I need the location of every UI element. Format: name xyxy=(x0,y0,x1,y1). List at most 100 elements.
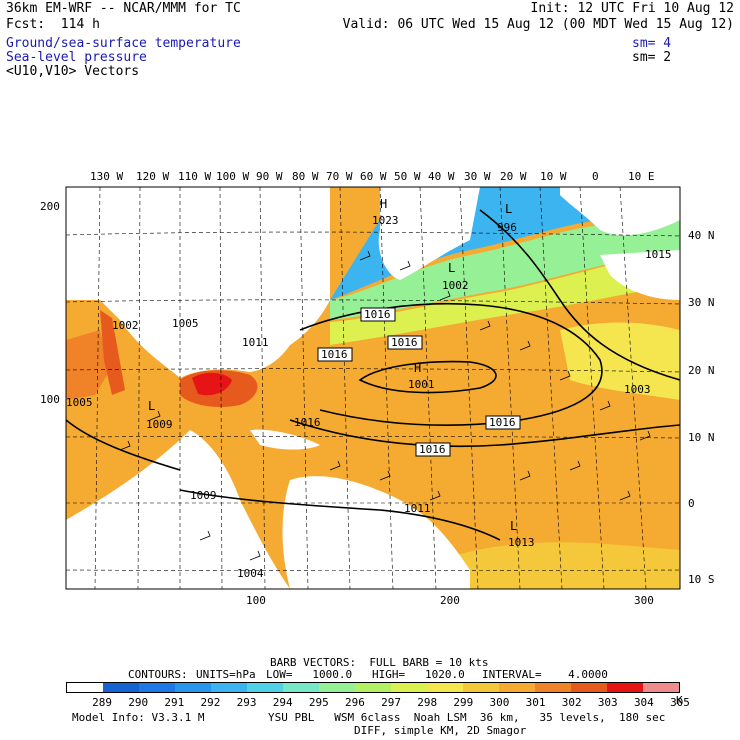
lon-label: 50 W xyxy=(394,170,421,183)
grid-label-bottom: 300 xyxy=(634,594,654,607)
field-label-slp: Sea-level pressure xyxy=(6,50,147,65)
colorbar-tick-label: 301 xyxy=(525,696,546,709)
lat-label: 10 N xyxy=(688,431,715,444)
colorbar-tick-label: 299 xyxy=(453,696,474,709)
colorbar-tick-label: 298 xyxy=(417,696,438,709)
pressure-label: 1002 xyxy=(112,319,139,332)
contours-units: UNITS=hPa xyxy=(196,668,256,681)
sst-gulf-of-california xyxy=(100,310,125,395)
lon-label: 10 W xyxy=(540,170,567,183)
pressure-label: 1009 xyxy=(146,418,173,431)
colorbar-tick-label: 292 xyxy=(200,696,221,709)
lon-label: 110 W xyxy=(178,170,211,183)
colorbar-tick-label: 289 xyxy=(92,696,113,709)
lon-label: 20 W xyxy=(500,170,527,183)
colorbar-swatch xyxy=(643,683,679,692)
diffusion-info: DIFF, simple KM, 2D Smagor xyxy=(354,724,527,737)
pressure-label: 1011 xyxy=(404,502,431,515)
colorbar-swatch xyxy=(463,683,499,692)
land-iberia-africa xyxy=(600,250,680,300)
pressure-label: 1003 xyxy=(624,383,651,396)
colorbar-tick-label: 293 xyxy=(236,696,257,709)
slp-contours xyxy=(66,209,680,541)
colorbar-tick-label: 300 xyxy=(489,696,510,709)
sst-gulf-hot xyxy=(192,372,232,396)
lon-label: 80 W xyxy=(292,170,319,183)
sst-east-atlantic xyxy=(560,322,680,400)
land-europe xyxy=(560,187,680,236)
colorbar-tick-label: 305 xyxy=(670,696,690,709)
pressure-label: 1016 xyxy=(294,416,321,429)
grid-label-bottom: 200 xyxy=(440,594,460,607)
pressure-label: 1004 xyxy=(237,567,264,580)
lon-label: 100 W xyxy=(216,170,249,183)
pressure-label: 1009 xyxy=(190,489,217,502)
sst-cool-band xyxy=(330,220,680,320)
contours-low: LOW= 1000.0 xyxy=(266,668,353,681)
lat-label: 0 xyxy=(688,497,695,510)
low-center-marker: L xyxy=(510,519,517,533)
lon-label: 10 E xyxy=(628,170,655,183)
land-south-america xyxy=(282,476,470,589)
lat-label: 30 N xyxy=(688,296,715,309)
low-center-marker: L xyxy=(505,202,512,216)
wind-barbs xyxy=(119,250,651,561)
grid-label-left: 200 xyxy=(40,200,60,213)
sst-colorbar xyxy=(66,682,680,693)
grid-label-bottom: 100 xyxy=(246,594,266,607)
colorbar-swatch xyxy=(571,683,607,692)
pressure-label: 1015 xyxy=(645,248,672,261)
sst-south-atlantic xyxy=(440,542,680,589)
physics-info: YSU PBL WSM 6class Noah LSM 36 km, 35 le… xyxy=(268,711,666,724)
pressure-box-labels: 1016 1016 1016 1016 1016 xyxy=(317,307,521,457)
valid-time: Valid: 06 UTC Wed 15 Aug 12 (00 MDT Wed … xyxy=(342,17,734,32)
land-central-america xyxy=(66,430,290,589)
sst-pacific-warm xyxy=(66,330,110,400)
lon-label: 120 W xyxy=(136,170,169,183)
colorbar-swatch xyxy=(391,683,427,692)
colorbar-swatch xyxy=(175,683,211,692)
sst-field xyxy=(66,187,680,589)
colorbar-unit: K xyxy=(676,694,683,707)
lon-label: 40 W xyxy=(428,170,455,183)
pressure-label: 1011 xyxy=(242,336,269,349)
pressure-label: 1005 xyxy=(172,317,199,330)
land-north-america xyxy=(66,187,330,378)
lat-label: 10 S xyxy=(688,573,715,586)
colorbar-swatch xyxy=(499,683,535,692)
lat-label: 20 N xyxy=(688,364,715,377)
forecast-hour: Fcst: 114 h xyxy=(6,17,100,32)
pressure-box-label: 1016 xyxy=(364,308,391,321)
pressure-box-label: 1016 xyxy=(391,336,418,349)
colorbar-swatch xyxy=(607,683,643,692)
sst-mild-band xyxy=(330,250,680,345)
land-cuba xyxy=(250,429,320,450)
lon-label: 90 W xyxy=(256,170,283,183)
colorbar-tick-label: 296 xyxy=(345,696,365,709)
colorbar-tick-label: 302 xyxy=(561,696,582,709)
pressure-label: 1013 xyxy=(508,536,535,549)
colorbar-tick-label: 297 xyxy=(381,696,401,709)
colorbar-swatch xyxy=(535,683,571,692)
lat-lon-grid xyxy=(66,187,680,589)
init-time: Init: 12 UTC Fri 10 Aug 12 xyxy=(530,1,735,16)
colorbar-swatch xyxy=(319,683,355,692)
field-label-vectors: <U10,V10> Vectors xyxy=(6,64,140,79)
contours-interval: INTERVAL= 4.0000 xyxy=(482,668,608,681)
lon-label: 70 W xyxy=(326,170,353,183)
weather-map: 130 W 120 W 110 W 100 W 90 W 80 W 70 W 6… xyxy=(40,170,715,607)
pressure-label: 996 xyxy=(497,221,517,234)
pressure-centers: H L H L L L xyxy=(148,197,517,533)
barb-legend: BARB VECTORS: FULL BARB = 10 kts xyxy=(270,656,489,669)
colorbar-swatch xyxy=(427,683,463,692)
grid-label-left: 100 xyxy=(40,393,60,406)
colorbar-tick-label: 291 xyxy=(164,696,185,709)
field-smoothing-sst: sm= 4 xyxy=(632,36,672,51)
colorbar-swatch xyxy=(247,683,283,692)
contours-high: HIGH= 1020.0 xyxy=(372,668,465,681)
pressure-box-label: 1016 xyxy=(419,443,446,456)
lon-label: 130 W xyxy=(90,170,123,183)
high-center-marker: H xyxy=(414,361,421,375)
model-title: 36km EM-WRF -- NCAR/MMM for TC xyxy=(6,1,241,16)
pressure-label: 1001 xyxy=(408,378,435,391)
